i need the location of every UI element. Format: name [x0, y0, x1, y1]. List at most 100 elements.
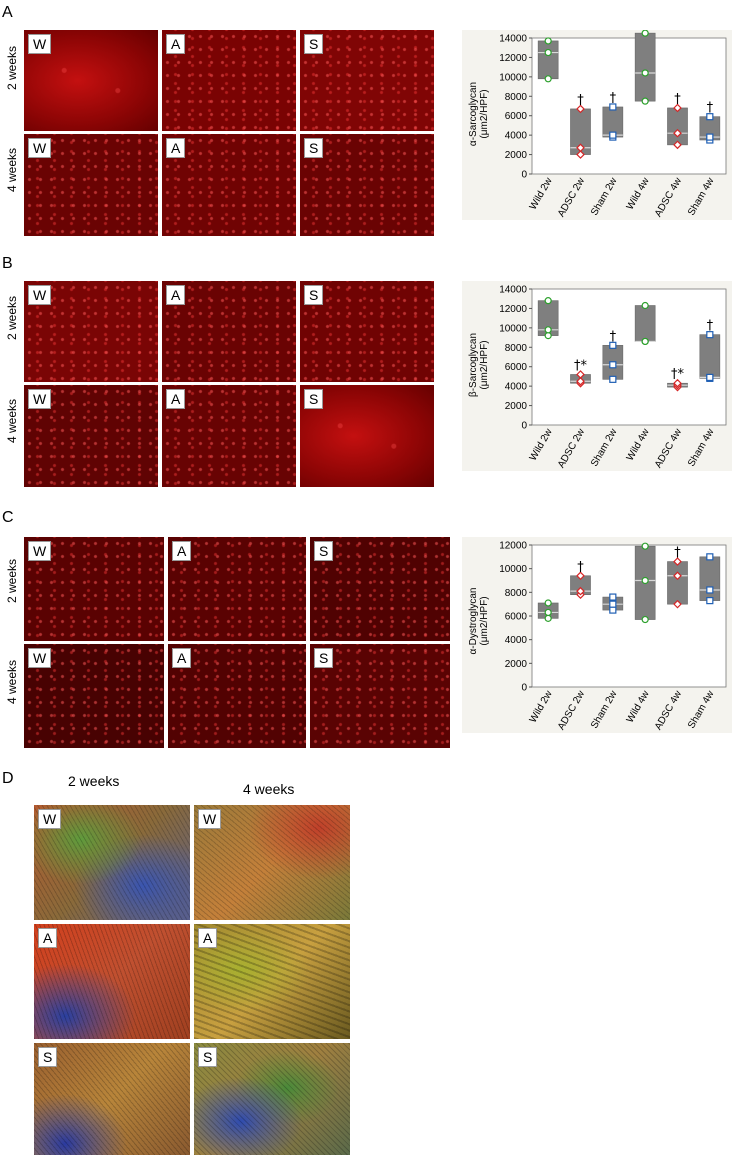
row-label-2weeks: 2 weeks — [5, 558, 19, 604]
data-point — [641, 576, 649, 585]
panel-letter-d: D — [2, 770, 14, 787]
chart-beta-sarcoglycan: β-Sarcoglycan (μm2/HPF) 0 2000 4000 6000 8000… — [462, 281, 732, 471]
micrograph-tile: A — [168, 644, 306, 748]
panel-letter-a: A — [2, 4, 13, 21]
data-point — [544, 37, 552, 45]
x-tick-label: ADSC 2w — [556, 688, 588, 732]
plot-area — [531, 37, 727, 175]
box — [634, 305, 656, 342]
tile-label: W — [28, 34, 52, 54]
y-tick-label: 2000 — [505, 401, 528, 412]
col-label-2weeks: 2 weeks — [68, 773, 120, 789]
data-point — [544, 75, 552, 83]
tile-label: A — [166, 138, 186, 158]
x-tick-label: Sham 4w — [686, 426, 717, 468]
tile-label: W — [28, 389, 52, 409]
data-point — [641, 542, 649, 550]
data-point — [544, 608, 552, 617]
y-tick-label: 10000 — [499, 72, 527, 83]
micrograph-tile: A — [168, 537, 306, 641]
y-tick-label: 0 — [521, 683, 527, 694]
box — [537, 40, 559, 80]
y-tick-label: 14000 — [499, 34, 527, 45]
tile-label: A — [38, 928, 58, 948]
significance-mark: † — [577, 560, 584, 575]
micrograph-tile: S — [300, 30, 434, 131]
data-point — [609, 361, 617, 369]
tile-label: A — [166, 34, 186, 54]
y-tick-label: 8000 — [505, 92, 528, 103]
box — [699, 334, 721, 379]
micrograph-tile: W — [24, 134, 158, 236]
micrograph-tile: S — [300, 134, 434, 236]
box — [634, 32, 656, 102]
tile-label: S — [304, 285, 324, 305]
tile-label: A — [172, 648, 192, 668]
tile-label: S — [198, 1047, 218, 1067]
chart-alpha-sarcoglycan: α-Sarcoglycan (μm2/HPF) 0 2000 4000 6000 8000… — [462, 30, 732, 220]
data-point — [641, 30, 649, 37]
data-point — [609, 341, 617, 349]
x-tick-label: ADSC 4w — [653, 688, 685, 732]
significance-mark: †* — [671, 367, 685, 382]
data-point — [544, 332, 552, 340]
data-point — [673, 378, 682, 388]
x-tick-label: Wild 4w — [625, 175, 652, 211]
data-point — [706, 597, 714, 605]
data-point — [673, 571, 682, 581]
tile-label: S — [314, 541, 334, 561]
fluorescence-tile: A — [194, 924, 350, 1039]
tile-label: S — [304, 389, 324, 409]
tile-label: S — [38, 1047, 58, 1067]
chart-alpha-dystroglycan: α-Dystroglycan (μm2/HPF) 0 2000 4000 6000 800… — [462, 537, 732, 733]
tile-label: A — [166, 285, 186, 305]
row-label-4weeks: 4 weeks — [5, 659, 19, 705]
data-point — [706, 133, 714, 141]
tile-label: W — [28, 648, 52, 668]
x-tick-label: Wild 2w — [528, 688, 555, 724]
tile-label: W — [28, 541, 52, 561]
panel-letter-b: B — [2, 255, 13, 272]
data-point — [673, 557, 682, 566]
x-tick-label: ADSC 4w — [653, 175, 685, 219]
y-tick-label: 4000 — [505, 635, 528, 646]
micrograph-tile: W — [24, 30, 158, 131]
micrograph-tile: W — [24, 281, 158, 382]
x-tick-label: Wild 4w — [625, 688, 652, 724]
fluorescence-tile: A — [34, 924, 190, 1039]
data-point — [673, 128, 682, 138]
y-tick-label: 14000 — [499, 285, 527, 296]
micrograph-tile: S — [310, 644, 450, 748]
data-point — [609, 593, 617, 601]
micrograph-tile: A — [162, 134, 296, 236]
data-point — [641, 615, 649, 624]
data-point — [641, 97, 649, 105]
micrograph-tile: W — [24, 385, 158, 487]
data-point — [576, 571, 585, 581]
data-point — [576, 370, 585, 379]
data-point — [544, 48, 552, 57]
significance-mark: † — [707, 101, 714, 116]
y-tick-label: 8000 — [505, 343, 528, 354]
y-tick-label: 0 — [521, 421, 527, 432]
data-point — [673, 103, 682, 113]
y-tick-label: 12000 — [499, 304, 527, 315]
y-tick-label: 2000 — [505, 150, 528, 161]
data-point — [544, 297, 552, 305]
data-point — [609, 131, 617, 139]
plot-area — [531, 288, 727, 426]
x-tick-label: Sham 2w — [589, 426, 620, 468]
significance-mark: † — [610, 329, 617, 344]
y-tick-label: 2000 — [505, 659, 528, 670]
tile-label: W — [38, 809, 62, 829]
data-point — [641, 337, 649, 346]
box-plot-svg: 0 2000 4000 6000 8000 10000 12000 Wild 2w † ADSC … — [499, 541, 727, 732]
fluorescence-tile: W — [194, 805, 350, 920]
y-tick-label: 12000 — [499, 53, 527, 64]
data-point — [641, 69, 649, 77]
y-tick-label: 10000 — [499, 564, 527, 575]
fluorescence-tile: S — [194, 1043, 350, 1155]
micrograph-tile: S — [310, 537, 450, 641]
y-tick-label: 12000 — [499, 541, 527, 552]
x-tick-label: ADSC 4w — [653, 426, 685, 470]
